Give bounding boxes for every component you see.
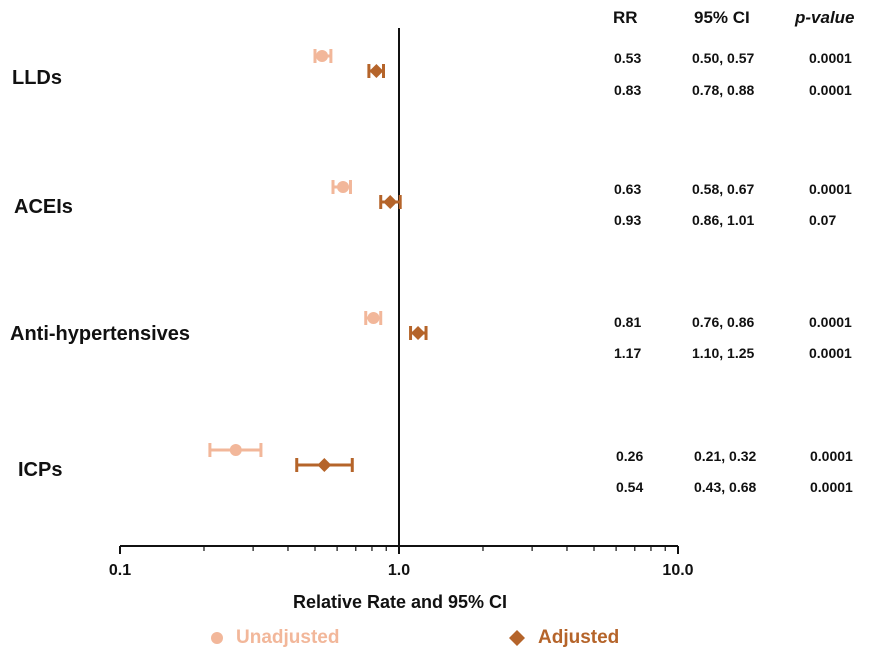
category-label-aceis: ACEIs	[14, 196, 73, 218]
column-header-rr: RR	[613, 8, 638, 27]
rr-value: 0.63	[614, 181, 642, 197]
category-label-anti-hypertensives: Anti-hypertensives	[10, 323, 191, 345]
category-label-icps: ICPs	[18, 459, 63, 481]
ci-value: 0.43, 0.68	[694, 479, 757, 495]
p-value: 0.07	[809, 212, 837, 228]
p-value: 0.0001	[809, 345, 852, 361]
rr-value: 0.93	[614, 212, 642, 228]
diamond-marker-icon	[509, 630, 525, 646]
ci-value: 1.10, 1.25	[692, 345, 755, 361]
point-marker-diamond	[369, 64, 384, 78]
p-value: 0.0001	[809, 50, 852, 66]
p-value: 0.0001	[809, 181, 852, 197]
x-axis-title: Relative Rate and 95% CI	[292, 592, 508, 612]
legend-item-adjusted: Adjusted	[508, 627, 619, 649]
p-value: 0.0001	[810, 448, 853, 464]
ci-value: 0.86, 1.01	[692, 212, 755, 228]
column-header-ci: 95% CI	[694, 8, 750, 27]
category-label-llds: LLDs	[12, 67, 62, 89]
p-value: 0.0001	[809, 314, 852, 330]
x-tick-label: 1.0	[387, 562, 411, 579]
point-marker-circle	[367, 312, 380, 324]
ci-value: 0.78, 0.88	[692, 82, 755, 98]
point-marker-circle	[229, 444, 242, 456]
point-marker-circle	[316, 50, 329, 62]
rr-value: 0.26	[616, 448, 644, 464]
point-marker-circle	[337, 181, 350, 193]
circle-marker-icon	[211, 632, 223, 644]
legend-item-unadjusted: Unadjusted	[210, 627, 339, 649]
p-value: 0.0001	[809, 82, 852, 98]
rr-value: 0.83	[614, 82, 642, 98]
rr-value: 0.54	[616, 479, 644, 495]
ci-value: 0.21, 0.32	[694, 448, 757, 464]
rr-value: 0.53	[614, 50, 642, 66]
column-header-p-value: p-value	[795, 8, 855, 27]
x-tick-label: 0.1	[108, 562, 132, 579]
legend-label-adjusted: Adjusted	[538, 627, 620, 648]
point-marker-diamond	[317, 458, 332, 472]
ci-value: 0.58, 0.67	[692, 181, 755, 197]
rr-value: 1.17	[614, 345, 642, 361]
point-marker-diamond	[383, 195, 398, 209]
x-tick-label: 10.0	[662, 562, 694, 579]
ci-value: 0.50, 0.57	[692, 50, 755, 66]
rr-value: 0.81	[614, 314, 642, 330]
ci-value: 0.76, 0.86	[692, 314, 755, 330]
p-value: 0.0001	[810, 479, 853, 495]
legend-label-unadjusted: Unadjusted	[236, 627, 340, 648]
point-marker-diamond	[411, 326, 426, 340]
